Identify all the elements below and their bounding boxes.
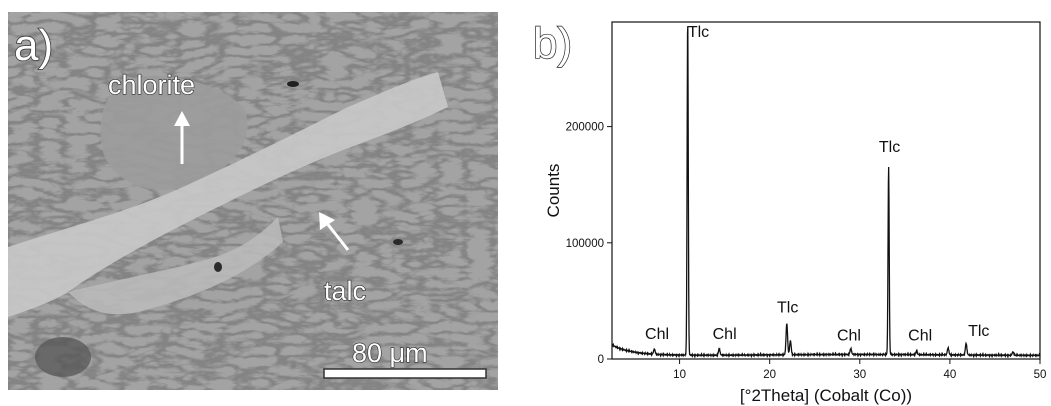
chlorite-peak-label: Chl	[837, 327, 861, 344]
pit	[287, 81, 299, 87]
talc-peak-label: Tlc	[879, 139, 900, 156]
talc-vein-lower	[68, 217, 283, 315]
chlorite-grain	[100, 76, 248, 191]
xrd-pattern-line	[611, 26, 1041, 359]
xrd-chart-panel: b) 0 100000 200000 10 20 30 40 50 Tlc Tlc Tlc Tlc Ch…	[525, 0, 1051, 406]
chlorite-peak-label: Chl	[908, 327, 932, 344]
scale-bar	[323, 368, 487, 379]
talc-peak-label: Tlc	[688, 24, 709, 41]
fracture-texture	[8, 12, 498, 390]
x-tick-label: 20	[763, 369, 776, 381]
talc-arrow-line	[324, 221, 350, 251]
y-axis-title: Counts	[544, 164, 563, 218]
sem-micrograph-panel: a) chlorite talc 80 μm	[8, 12, 498, 390]
chlorite-peak-label: Chl	[713, 326, 737, 343]
plot-area: 0 100000 200000 10 20 30 40 50 Tlc Tlc Tlc Tlc Chl Ch…	[566, 21, 1047, 381]
chlorite-label: chlorite	[108, 70, 195, 100]
talc-peak-label: Tlc	[777, 300, 798, 317]
talc-peak-label: Tlc	[968, 323, 989, 340]
scale-bar-label: 80 μm	[352, 338, 428, 368]
talc-arrow-head	[319, 212, 335, 230]
x-tick-label: 10	[673, 369, 686, 381]
talc-label: talc	[324, 276, 366, 306]
x-tick-label: 40	[943, 369, 956, 381]
chlorite-peak-label: Chl	[645, 326, 669, 343]
sem-micrograph: a) chlorite talc 80 μm	[8, 12, 498, 390]
y-tick-label: 0	[598, 354, 604, 366]
pit	[214, 262, 222, 272]
xrd-chart: b) 0 100000 200000 10 20 30 40 50 Tlc Tlc Tlc Tlc Ch…	[532, 18, 1047, 405]
x-axis-title: [°2Theta] (Cobalt (Co))	[740, 386, 912, 405]
talc-vein	[8, 72, 448, 317]
noise-overlay	[8, 12, 498, 390]
plot-frame	[611, 21, 1041, 360]
x-tick-label: 50	[1034, 369, 1047, 381]
x-tick-label: 30	[853, 369, 866, 381]
chlorite-arrow-head	[174, 111, 190, 126]
y-tick-label: 100000	[566, 238, 604, 250]
panel-b-label: b)	[533, 19, 572, 68]
y-tick-label: 200000	[566, 122, 604, 134]
pit	[393, 239, 403, 245]
pit-cluster	[35, 337, 91, 377]
panel-a-label: a)	[14, 21, 53, 70]
